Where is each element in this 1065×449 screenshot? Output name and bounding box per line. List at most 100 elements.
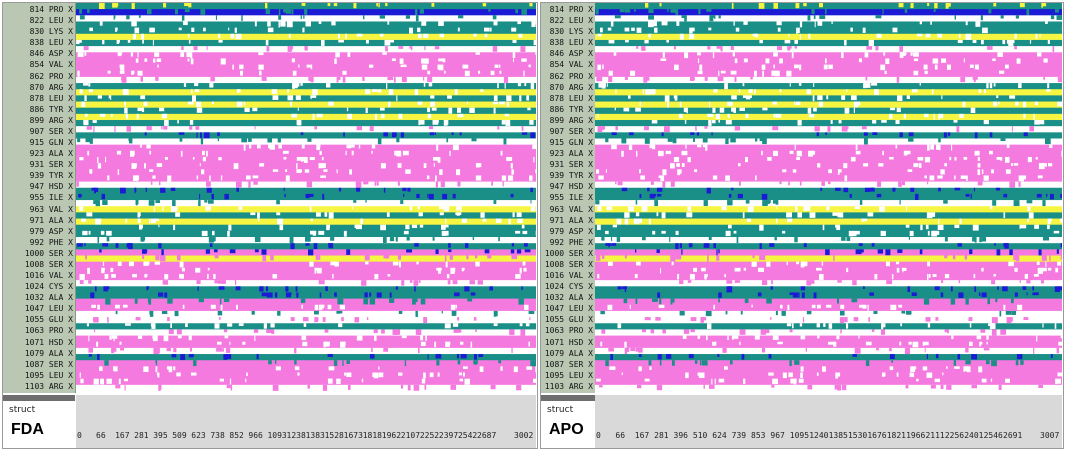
structure-speckle <box>239 64 244 70</box>
structure-speckle <box>865 83 871 88</box>
structure-speckle <box>243 101 246 106</box>
structure-speckle <box>681 150 688 156</box>
structure-speckle <box>1049 144 1053 149</box>
structure-speckle <box>690 76 695 81</box>
structure-speckle <box>711 378 713 385</box>
structure-speckle <box>235 286 241 291</box>
structure-speckle <box>226 354 232 359</box>
structure-speckle <box>999 70 1003 74</box>
structure-speckle <box>922 366 928 371</box>
structure-speckle <box>596 378 601 382</box>
structure-speckle <box>93 317 99 323</box>
structure-speckle <box>923 64 928 70</box>
structure-speckle <box>244 107 250 113</box>
structure-speckle <box>510 249 515 254</box>
structure-speckle <box>1060 255 1062 260</box>
structure-speckle <box>968 317 973 322</box>
structure-speckle <box>133 33 136 40</box>
structure-speckle <box>1024 273 1028 279</box>
structure-speckle <box>947 3 951 7</box>
structure-speckle <box>981 169 984 175</box>
structure-speckle <box>217 138 219 142</box>
structure-speckle <box>942 58 947 63</box>
structure-speckle <box>338 39 344 43</box>
structure-speckle <box>342 76 346 83</box>
structure-speckle <box>677 273 680 280</box>
structure-speckle <box>303 317 309 322</box>
structure-speckle <box>635 212 640 217</box>
structure-speckle <box>447 95 452 99</box>
structure-speckle <box>844 107 850 114</box>
structure-speckle <box>445 341 450 348</box>
structure-speckle <box>858 335 860 339</box>
structure-speckle <box>828 181 831 185</box>
structure-speckle <box>254 21 257 27</box>
structure-speckle <box>535 52 536 55</box>
structure-speckle <box>181 267 185 272</box>
structure-speckle <box>433 163 435 167</box>
structure-speckle <box>759 39 763 44</box>
structure-speckle <box>624 212 630 218</box>
structure-speckle <box>134 27 140 34</box>
structure-speckle <box>460 206 462 212</box>
structure-speckle <box>871 243 875 247</box>
structure-speckle <box>794 64 799 69</box>
structure-speckle <box>479 366 484 373</box>
structure-band <box>595 83 1062 90</box>
structure-speckle <box>786 70 792 77</box>
structure-speckle <box>965 33 972 40</box>
structure-speckle <box>846 267 849 273</box>
structure-speckle <box>908 138 914 142</box>
structure-speckle <box>394 76 396 83</box>
structure-speckle <box>820 187 823 191</box>
structure-speckle <box>424 384 427 390</box>
structure-speckle <box>819 3 823 8</box>
structure-speckle <box>122 304 128 308</box>
structure-speckle <box>303 323 307 327</box>
structure-speckle <box>836 335 840 340</box>
structure-speckle <box>79 15 85 20</box>
structure-speckle <box>1033 347 1035 354</box>
structure-speckle <box>95 200 100 207</box>
structure-speckle <box>163 335 169 342</box>
structure-band <box>76 267 536 275</box>
structure-speckle <box>636 46 639 49</box>
structure-speckle <box>400 200 404 204</box>
structure-speckle <box>656 187 663 192</box>
structure-speckle <box>436 360 440 366</box>
structure-speckle <box>1035 156 1038 160</box>
structure-speckle <box>188 354 194 358</box>
structure-speckle <box>196 107 203 113</box>
structure-speckle <box>669 237 671 243</box>
x-tick-label: 281 <box>654 431 669 440</box>
structure-speckle <box>448 249 452 253</box>
structure-speckle <box>420 298 426 305</box>
structure-speckle <box>924 175 927 179</box>
structure-speckle <box>1015 15 1019 19</box>
structure-speckle <box>932 273 937 277</box>
structure-speckle <box>283 156 287 160</box>
structure-speckle <box>524 304 529 311</box>
structure-speckle <box>825 9 827 15</box>
structure-speckle <box>1052 46 1055 52</box>
structure-speckle <box>1023 113 1026 119</box>
structure-speckle <box>660 175 665 182</box>
structure-speckle <box>148 298 152 305</box>
structure-speckle <box>891 273 894 280</box>
structure-speckle <box>777 341 783 345</box>
x-tick-label: 2691 <box>1003 431 1023 440</box>
structure-speckle <box>927 144 930 151</box>
structure-speckle <box>839 212 844 218</box>
structure-speckle <box>457 113 464 118</box>
residue-label: 939 TYR X <box>29 171 73 181</box>
structure-speckle <box>813 107 817 112</box>
structure-speckle <box>800 366 804 372</box>
structure-speckle <box>651 193 657 197</box>
structure-speckle <box>246 175 251 180</box>
structure-speckle <box>521 9 527 15</box>
structure-speckle <box>874 273 878 280</box>
structure-speckle <box>892 27 898 33</box>
structure-speckle <box>1055 9 1059 13</box>
structure-speckle <box>398 46 404 49</box>
structure-speckle <box>762 347 766 353</box>
